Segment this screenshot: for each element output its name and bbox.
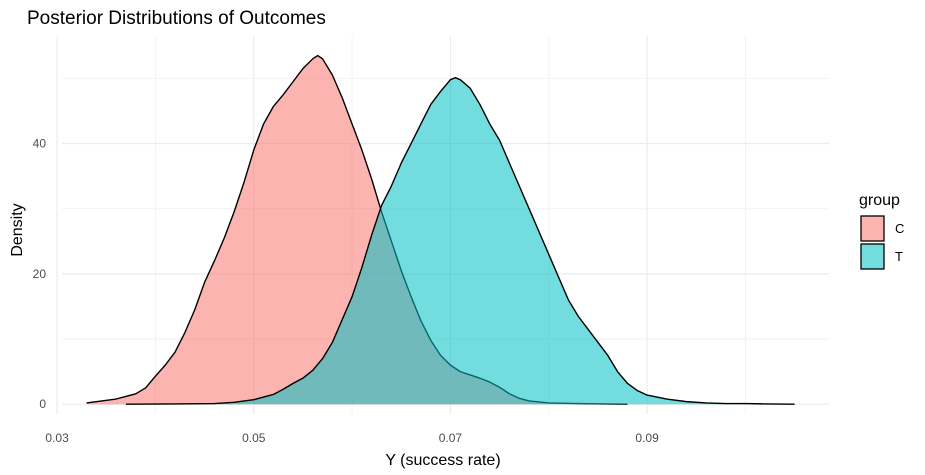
legend-label-T: T — [895, 249, 903, 264]
legend-key-C — [860, 215, 885, 242]
y-tick-label: 0 — [39, 397, 46, 411]
x-axis-ticks: 0.03 0.05 0.07 0.09 — [45, 431, 659, 445]
x-tick-label: 0.09 — [635, 431, 659, 445]
y-tick-label: 40 — [33, 137, 47, 151]
x-tick-label: 0.07 — [439, 431, 463, 445]
chart-title: Posterior Distributions of Outcomes — [27, 8, 326, 29]
legend-key-T — [860, 243, 885, 270]
density-area-C — [86, 55, 628, 405]
legend-title: group — [859, 192, 900, 209]
legend: group CT — [859, 192, 904, 270]
x-tick-label: 0.05 — [242, 431, 266, 445]
y-tick-label: 20 — [33, 267, 47, 281]
y-axis-ticks: 0 20 40 — [33, 137, 47, 412]
x-axis-title: Y (success rate) — [385, 452, 500, 469]
density-area-T — [125, 77, 795, 405]
legend-label-C: C — [895, 221, 904, 236]
y-axis-title: Density — [9, 203, 26, 256]
density-line-T — [125, 77, 795, 405]
density-areas — [86, 54, 795, 405]
x-tick-label: 0.03 — [45, 431, 69, 445]
